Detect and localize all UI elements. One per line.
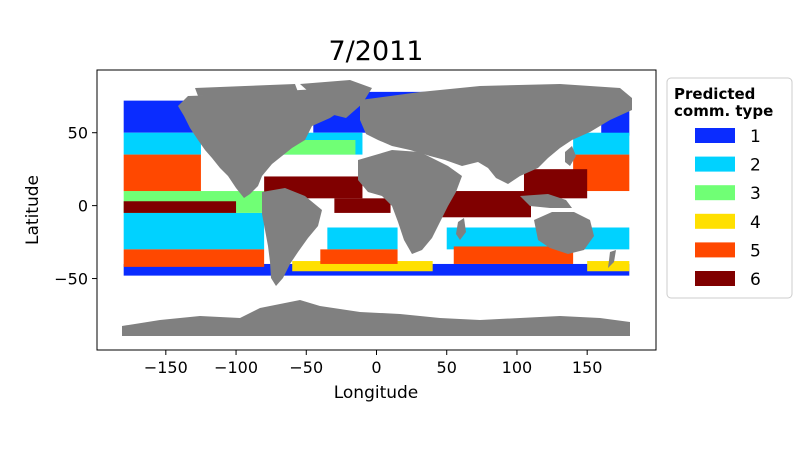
legend-swatch-1 — [695, 128, 735, 143]
land-eurasia — [360, 84, 632, 184]
land-africa — [358, 150, 462, 254]
legend-swatch-5 — [695, 242, 735, 258]
land-japan — [565, 146, 576, 166]
x-tick-label: −50 — [289, 358, 323, 377]
legend-swatch-4 — [695, 213, 735, 229]
x-tick-label: −100 — [214, 358, 258, 377]
region-type-5 — [320, 249, 398, 264]
land-new-zealand — [608, 250, 616, 268]
region-type-2 — [123, 132, 201, 155]
y-tick-label: 50 — [68, 124, 88, 143]
x-tick-label: −150 — [144, 358, 188, 377]
region-type-2 — [123, 212, 265, 250]
legend-label-3: 3 — [750, 184, 761, 204]
x-tick-label: 150 — [572, 358, 603, 377]
land-indonesia — [520, 194, 572, 208]
legend-title-line1: Predicted — [674, 85, 755, 103]
region-type-2 — [573, 132, 630, 155]
legend-swatch-2 — [695, 156, 735, 172]
land-madagascar — [456, 218, 466, 240]
x-tick-label: 0 — [371, 358, 381, 377]
x-axis-label: Longitude — [334, 383, 419, 403]
legend-label-4: 4 — [750, 213, 761, 233]
region-type-4 — [292, 261, 433, 272]
y-axis-ticks: 50 0 −50 — [54, 124, 97, 289]
x-axis-ticks: −150 −100 −50 0 50 100 150 — [144, 350, 603, 377]
region-type-2 — [327, 227, 398, 250]
y-axis-label: Latitude — [23, 175, 43, 245]
region-type-5 — [453, 246, 574, 264]
x-tick-label: 100 — [502, 358, 533, 377]
region-type-6 — [523, 169, 588, 199]
legend-label-2: 2 — [750, 156, 761, 176]
land-mask-layer — [122, 80, 632, 336]
region-type-5 — [123, 249, 265, 267]
land-arctic-islands — [195, 84, 298, 96]
chart-title: 7/2011 — [329, 36, 424, 67]
land-australia — [534, 212, 594, 254]
land-antarctica — [122, 300, 630, 336]
x-tick-label: 50 — [437, 358, 457, 377]
legend-label-5: 5 — [750, 241, 761, 261]
land-north-america — [178, 88, 360, 198]
land-south-america — [262, 188, 322, 286]
region-type-6 — [123, 201, 237, 213]
y-tick-label: 0 — [78, 197, 88, 216]
region-type-5 — [123, 154, 201, 192]
legend-swatch-6 — [695, 271, 735, 286]
legend-entries: 1 2 3 4 5 6 — [695, 127, 761, 290]
land-greenland — [300, 80, 372, 118]
legend-label-6: 6 — [750, 270, 761, 290]
legend-label-1: 1 — [750, 127, 761, 147]
region-type-6 — [439, 191, 531, 218]
legend-title-line2: comm. type — [674, 102, 773, 120]
y-tick-label: −50 — [54, 270, 88, 289]
region-type-6 — [334, 198, 391, 213]
legend-swatch-3 — [695, 185, 735, 201]
legend: Predicted comm. type 1 2 3 4 5 6 — [666, 77, 793, 299]
